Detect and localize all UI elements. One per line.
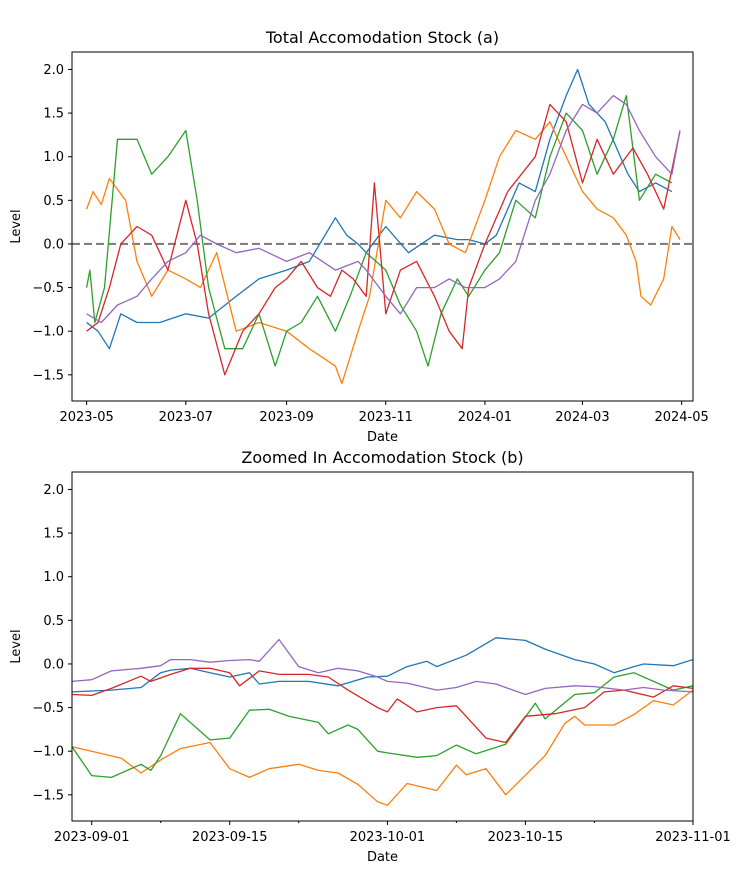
y-tick-label: −1.5: [32, 368, 64, 383]
line-series-2: [72, 689, 693, 806]
y-tick-label: 1.0: [43, 570, 64, 585]
y-tick-label: 0.0: [43, 657, 64, 672]
x-tick-label: 2023-11: [359, 410, 413, 425]
x-axis-label: Date: [367, 850, 398, 865]
x-tick-label: 2024-05: [654, 410, 708, 425]
y-tick-label: 0.5: [43, 194, 64, 209]
y-tick-label: 0.5: [43, 614, 64, 629]
plot-area: [72, 68, 693, 385]
y-tick-label: 2.0: [43, 63, 64, 78]
axes-frame: [71, 51, 694, 402]
x-tick-label: 2023-09-15: [192, 830, 268, 845]
y-tick-label: 1.5: [43, 107, 64, 122]
y-tick-label: 1.0: [43, 150, 64, 165]
y-tick-label: 1.5: [43, 527, 64, 542]
line-series-3: [85, 94, 673, 367]
line-series-4: [86, 103, 681, 376]
y-axis-label: Level: [9, 209, 24, 243]
line-series-5: [72, 638, 693, 696]
y-tick-label: −1.0: [32, 745, 64, 760]
line-series-3: [72, 672, 693, 779]
x-tick-label: 2023-10-15: [488, 830, 564, 845]
line-series-1: [72, 637, 693, 693]
chart-title: Total Accomodation Stock (a): [265, 28, 499, 47]
x-tick-label: 2023-07: [159, 410, 213, 425]
y-tick-label: 0.0: [43, 237, 64, 252]
y-tick-label: 2.0: [43, 483, 64, 498]
x-tick-label: 2023-05: [59, 410, 113, 425]
y-tick-label: −1.5: [32, 788, 64, 803]
chart-b: Zoomed In Accomodation Stock (b) 2023-09-…: [9, 448, 731, 865]
x-tick-label: 2023-09-01: [54, 830, 130, 845]
x-tick-label: 2024-03: [555, 410, 609, 425]
x-axis-label: Date: [367, 430, 398, 445]
y-tick-label: −1.0: [32, 325, 64, 340]
y-axis-label: Level: [9, 629, 24, 663]
line-series-2: [85, 121, 681, 385]
y-tick-label: −0.5: [32, 701, 64, 716]
x-tick-label: 2023-09: [259, 410, 313, 425]
line-series-5: [86, 94, 681, 324]
y-tick-label: −0.5: [32, 281, 64, 296]
x-tick-label: 2024-01: [458, 410, 512, 425]
chart-a: Total Accomodation Stock (a) 2023-05 2023-…: [9, 28, 709, 445]
chart-title: Zoomed In Accomodation Stock (b): [241, 448, 523, 467]
axes-frame: [71, 471, 694, 822]
line-series-4: [72, 667, 693, 744]
line-series-1: [86, 68, 673, 350]
x-tick-label: 2023-11-01: [655, 830, 731, 845]
x-tick-label: 2023-10-01: [350, 830, 426, 845]
plot-area: [72, 637, 693, 806]
